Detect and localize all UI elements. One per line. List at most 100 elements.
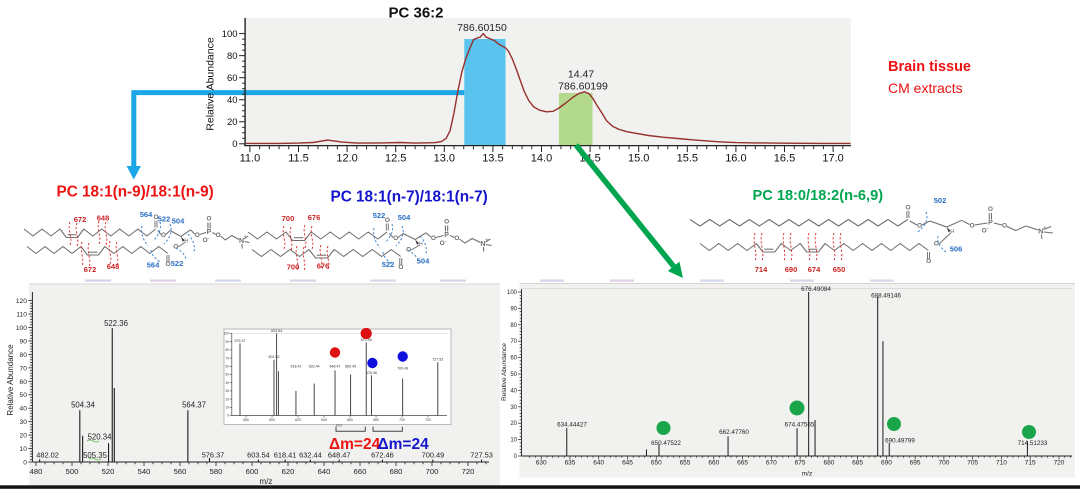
svg-text:660: 660 bbox=[708, 460, 719, 467]
svg-text:O: O bbox=[934, 241, 939, 248]
svg-text:O: O bbox=[969, 223, 974, 230]
svg-text:H: H bbox=[950, 229, 954, 235]
svg-text:564: 564 bbox=[147, 261, 160, 270]
svg-text:O: O bbox=[165, 261, 170, 268]
svg-text:480: 480 bbox=[30, 467, 43, 476]
svg-text:660: 660 bbox=[354, 467, 367, 476]
svg-text:-: - bbox=[208, 236, 210, 242]
svg-text:688.49146: 688.49146 bbox=[871, 293, 901, 300]
svg-text:675: 675 bbox=[795, 460, 806, 467]
svg-text:17.0: 17.0 bbox=[822, 153, 843, 165]
svg-text:90: 90 bbox=[510, 306, 517, 312]
svg-text:10: 10 bbox=[20, 446, 28, 453]
svg-text:10: 10 bbox=[510, 438, 517, 444]
svg-text:30: 30 bbox=[20, 419, 28, 426]
svg-text:630: 630 bbox=[536, 460, 547, 467]
svg-text:714: 714 bbox=[755, 265, 768, 274]
svg-text:Δm=24: Δm=24 bbox=[329, 436, 381, 453]
svg-text:90: 90 bbox=[20, 338, 28, 345]
svg-text:100: 100 bbox=[507, 290, 518, 296]
svg-text:60: 60 bbox=[510, 356, 517, 362]
svg-text:500: 500 bbox=[66, 467, 79, 476]
svg-text:640: 640 bbox=[593, 460, 604, 467]
svg-text:620: 620 bbox=[282, 467, 295, 476]
svg-text:655: 655 bbox=[680, 460, 691, 467]
svg-text:20: 20 bbox=[20, 433, 28, 440]
svg-text:H: H bbox=[184, 239, 188, 245]
svg-text:564: 564 bbox=[140, 210, 153, 219]
svg-text:70: 70 bbox=[510, 339, 517, 345]
svg-text:H: H bbox=[419, 242, 423, 248]
svg-text:-: - bbox=[445, 239, 447, 245]
svg-text:80: 80 bbox=[20, 352, 28, 359]
svg-text:632.44: 632.44 bbox=[299, 451, 322, 460]
svg-text:618.41: 618.41 bbox=[274, 451, 297, 460]
svg-text:786.60199: 786.60199 bbox=[558, 81, 608, 93]
svg-text:120: 120 bbox=[16, 298, 27, 305]
svg-text:Δm=24: Δm=24 bbox=[378, 436, 430, 453]
svg-text:648: 648 bbox=[97, 214, 110, 223]
svg-text:N: N bbox=[239, 238, 244, 245]
svg-text:13.0: 13.0 bbox=[434, 153, 455, 165]
svg-text:522: 522 bbox=[382, 260, 395, 269]
svg-text:705: 705 bbox=[967, 460, 978, 467]
svg-text:90: 90 bbox=[225, 340, 229, 344]
svg-text:12.0: 12.0 bbox=[336, 153, 357, 165]
svg-text:16.5: 16.5 bbox=[774, 153, 795, 165]
svg-text:+: + bbox=[1043, 225, 1046, 231]
svg-text:564.37: 564.37 bbox=[182, 401, 206, 410]
svg-text:Relative Abundance: Relative Abundance bbox=[6, 344, 15, 416]
svg-text:640: 640 bbox=[321, 418, 327, 422]
svg-text:720: 720 bbox=[462, 467, 475, 476]
svg-text:-: - bbox=[987, 227, 989, 233]
svg-text:100: 100 bbox=[224, 332, 230, 336]
svg-text:80: 80 bbox=[225, 348, 229, 352]
svg-text:650.47522: 650.47522 bbox=[651, 440, 681, 447]
svg-text:506: 506 bbox=[950, 245, 963, 254]
svg-text:40: 40 bbox=[510, 388, 517, 394]
svg-text:Relative Abundance: Relative Abundance bbox=[205, 37, 217, 131]
svg-text:O: O bbox=[216, 232, 221, 239]
svg-text:482.02: 482.02 bbox=[36, 451, 59, 460]
svg-text:672.46: 672.46 bbox=[361, 338, 372, 342]
svg-text:16.0: 16.0 bbox=[725, 153, 746, 165]
svg-text:700: 700 bbox=[938, 460, 949, 467]
svg-text:690.49799: 690.49799 bbox=[885, 438, 915, 445]
svg-text:648.47: 648.47 bbox=[330, 364, 341, 368]
svg-text:PC 18:0/18:2(n-6,9): PC 18:0/18:2(n-6,9) bbox=[753, 188, 884, 204]
svg-text:502: 502 bbox=[934, 196, 947, 205]
svg-text:O: O bbox=[398, 264, 403, 271]
svg-text:O: O bbox=[203, 237, 208, 244]
svg-text:20: 20 bbox=[225, 397, 229, 401]
svg-text:700: 700 bbox=[426, 467, 439, 476]
svg-text:601.52: 601.52 bbox=[269, 355, 280, 359]
svg-text:650: 650 bbox=[651, 460, 662, 467]
svg-text:710: 710 bbox=[996, 460, 1007, 467]
svg-text:520: 520 bbox=[102, 467, 115, 476]
svg-text:15.5: 15.5 bbox=[677, 153, 698, 165]
svg-text:648: 648 bbox=[107, 262, 120, 271]
svg-text:O: O bbox=[173, 244, 178, 251]
svg-text:522: 522 bbox=[373, 211, 386, 220]
svg-text:720: 720 bbox=[1054, 460, 1065, 467]
svg-text:727.53: 727.53 bbox=[432, 358, 443, 362]
svg-text:110: 110 bbox=[16, 312, 27, 319]
svg-text:650: 650 bbox=[833, 265, 846, 274]
svg-text:O: O bbox=[161, 232, 166, 239]
svg-text:11.5: 11.5 bbox=[288, 153, 309, 165]
svg-text:576.37: 576.37 bbox=[202, 451, 225, 460]
svg-text:0: 0 bbox=[232, 139, 237, 150]
svg-text:695: 695 bbox=[910, 460, 921, 467]
svg-text:O: O bbox=[440, 240, 445, 247]
svg-text:m/z: m/z bbox=[802, 471, 812, 478]
svg-text:15.0: 15.0 bbox=[628, 153, 649, 165]
svg-text:660.45: 660.45 bbox=[345, 364, 356, 368]
svg-text:504.34: 504.34 bbox=[71, 401, 96, 410]
svg-text:O: O bbox=[454, 235, 459, 242]
svg-text:N: N bbox=[480, 241, 485, 248]
svg-text:Brain tissue: Brain tissue bbox=[888, 59, 971, 75]
svg-text:603.54: 603.54 bbox=[247, 451, 270, 460]
svg-text:O: O bbox=[153, 214, 158, 221]
svg-text:665: 665 bbox=[737, 460, 748, 467]
svg-text:P: P bbox=[988, 219, 993, 226]
